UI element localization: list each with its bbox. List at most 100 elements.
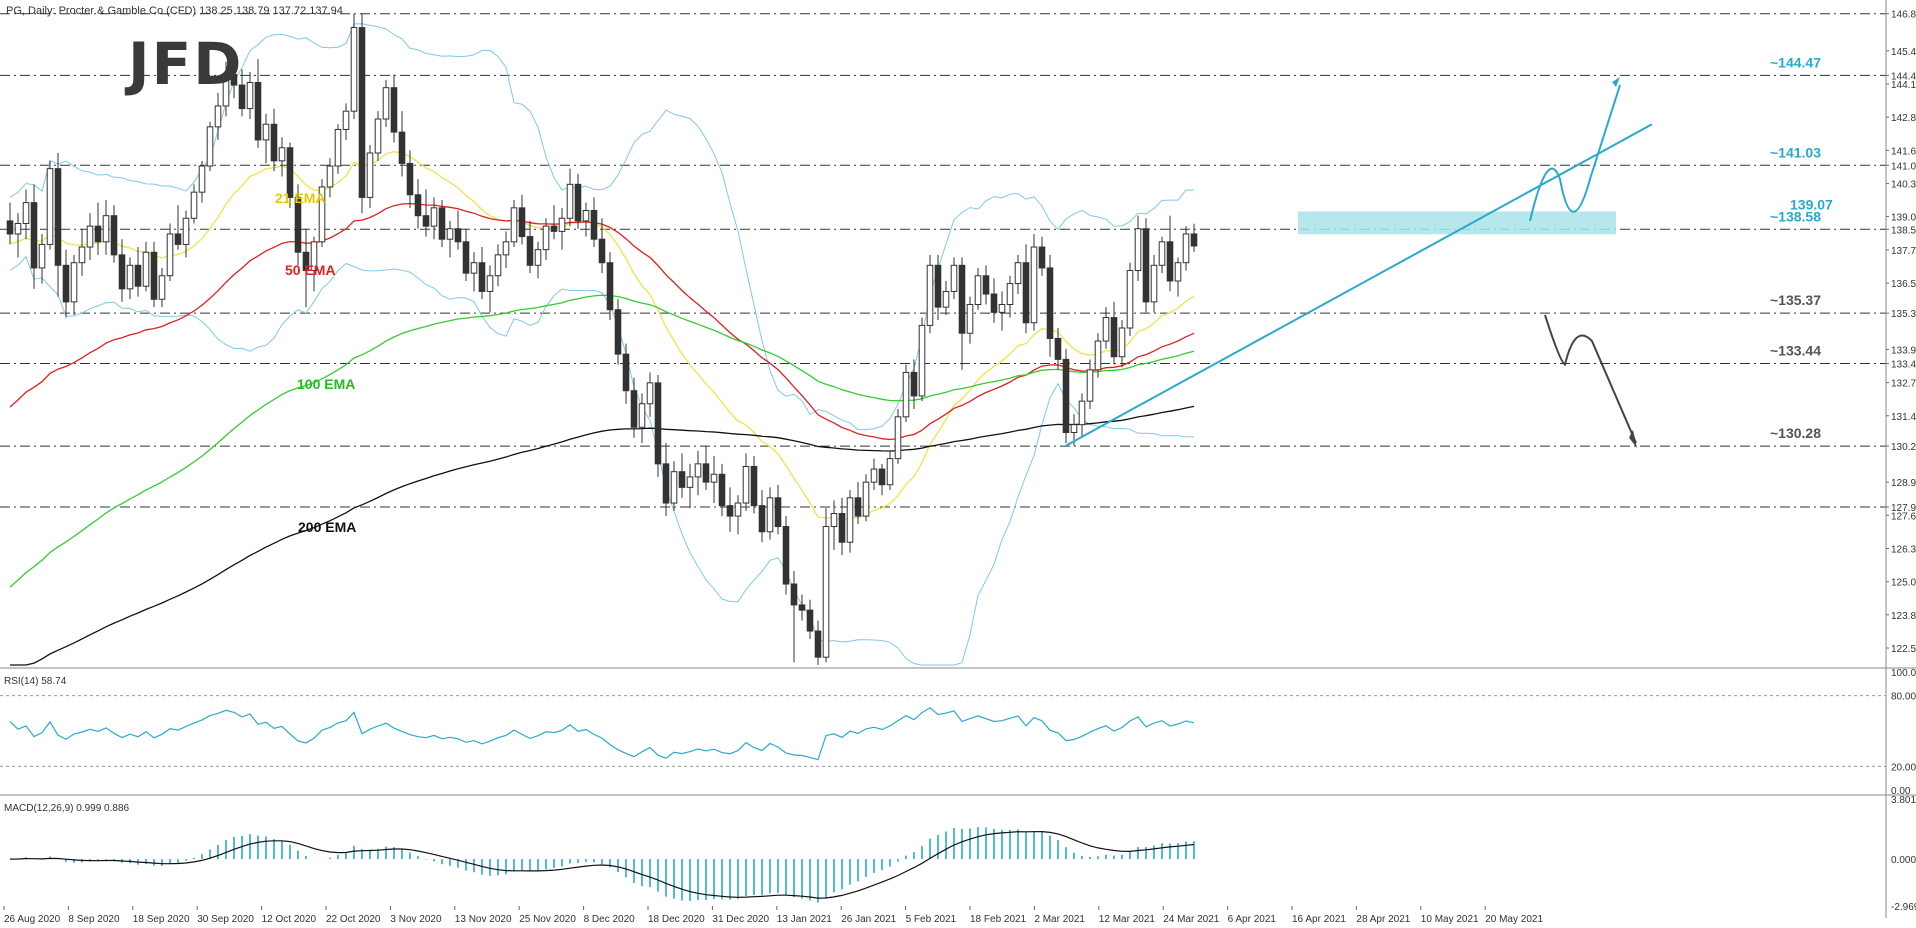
date-label: 20 May 2021 xyxy=(1485,914,1543,925)
date-label: 8 Dec 2020 xyxy=(584,914,636,925)
candle-body xyxy=(182,217,190,245)
rsi-panel: RSI(14) 58.74 100.00 80.00 20.00 0.00 xyxy=(0,668,1916,797)
candle-body xyxy=(174,233,182,245)
candle-body xyxy=(510,207,518,243)
candle-body xyxy=(22,202,30,225)
candle-body xyxy=(358,27,366,198)
price-tick-label: 135.37 xyxy=(1891,309,1916,320)
candle-body xyxy=(822,526,830,658)
uptrend-line xyxy=(1065,123,1653,447)
chart-header: PG, Daily: Procter & Gamble Co (CFD) 138… xyxy=(6,5,343,17)
candle-body xyxy=(958,264,966,334)
price-tick-label: 144.47 xyxy=(1891,71,1916,82)
date-label: 13 Nov 2020 xyxy=(455,914,512,925)
candle-body xyxy=(622,353,630,392)
candle-body xyxy=(1046,267,1054,339)
candle-body xyxy=(246,81,254,110)
rsi-tick-label: 20.00 xyxy=(1891,762,1916,773)
price-tick-label: 138.58 xyxy=(1891,225,1916,236)
ema-label: 21 EMA xyxy=(275,190,326,206)
candle-body xyxy=(1006,283,1014,305)
date-label: 12 Oct 2020 xyxy=(262,914,317,925)
candle-body xyxy=(342,110,350,130)
candle-body xyxy=(494,254,502,277)
candle-body xyxy=(126,264,134,290)
candle-body xyxy=(862,481,870,517)
candle-body xyxy=(566,183,574,219)
candle-body xyxy=(430,207,438,227)
date-label: 16 Apr 2021 xyxy=(1292,914,1346,925)
candle-body xyxy=(398,131,406,164)
candle-body xyxy=(470,262,478,274)
candle-body xyxy=(302,251,310,272)
candle-body xyxy=(582,209,590,222)
ema-21-line xyxy=(9,151,1195,521)
candle-body xyxy=(454,228,462,243)
candle-body xyxy=(982,275,990,295)
candle-body xyxy=(990,293,998,313)
candle-body xyxy=(1158,241,1166,266)
candle-body xyxy=(1086,369,1094,402)
candle-body xyxy=(374,118,382,154)
candle-body xyxy=(638,403,646,428)
candle-body xyxy=(214,105,222,128)
price-tick-label: 133.44 xyxy=(1891,360,1916,371)
candle-body xyxy=(1038,246,1046,269)
price-tick-label: 125.09 xyxy=(1891,578,1916,589)
candle-body xyxy=(1190,233,1198,247)
candle-body xyxy=(94,225,102,243)
candle-body xyxy=(926,264,934,326)
candle-body xyxy=(694,463,702,478)
candle-body xyxy=(902,371,910,418)
macd-tick-label: 0.000 xyxy=(1891,855,1916,866)
candle-body xyxy=(102,215,110,243)
candle-body xyxy=(1054,337,1062,360)
candle-body xyxy=(766,497,774,533)
price-tick-label: 144.14 xyxy=(1891,80,1916,91)
price-tick-label: 122.55 xyxy=(1891,644,1916,655)
candle-body xyxy=(734,502,742,517)
date-label: 10 May 2021 xyxy=(1421,914,1479,925)
candle-body xyxy=(46,168,54,245)
candle-body xyxy=(70,262,78,303)
candle-body xyxy=(646,382,654,405)
candle-body xyxy=(318,186,326,243)
candle-body xyxy=(478,262,486,292)
price-tick-label: 127.95 xyxy=(1891,503,1916,514)
candle-body xyxy=(1094,340,1102,371)
bollinger-bands xyxy=(9,23,1195,666)
price-tick-label: 133.98 xyxy=(1891,345,1916,356)
candle-body xyxy=(294,196,302,253)
candle-body xyxy=(782,526,790,585)
candle-body xyxy=(998,303,1006,313)
candle-body xyxy=(662,463,670,504)
candle-body xyxy=(1134,228,1142,272)
ema-200-line xyxy=(10,405,1195,666)
candle-body xyxy=(166,233,174,277)
candle-body xyxy=(1118,327,1126,358)
macd-panel: MACD(12,26,9) 0.999 0.886 3.801 0.000 -2.96… xyxy=(4,795,1916,913)
level-label: ~130.28 xyxy=(1770,425,1821,441)
candle-body xyxy=(366,152,374,198)
zone-label: 139.07 xyxy=(1790,196,1833,212)
price-tick-label: 141.60 xyxy=(1891,146,1916,157)
date-label: 5 Feb 2021 xyxy=(906,914,957,925)
candle-body xyxy=(790,583,798,606)
candle-body xyxy=(254,81,262,141)
candle-body xyxy=(1070,424,1078,434)
date-label: 24 Mar 2021 xyxy=(1163,914,1220,925)
macd-title: MACD(12,26,9) 0.999 0.886 xyxy=(4,803,130,814)
candle-body xyxy=(630,390,638,428)
jfd-logo: JFD xyxy=(128,30,244,98)
candle-body xyxy=(614,309,622,355)
rsi-tick-label: 80.00 xyxy=(1891,692,1916,703)
ema-label: 100 EMA xyxy=(297,376,355,392)
price-tick-label: 127.63 xyxy=(1891,511,1916,522)
candle-body xyxy=(110,215,118,256)
rsi-title: RSI(14) 58.74 xyxy=(4,676,67,687)
date-label: 25 Nov 2020 xyxy=(519,914,576,925)
rsi-tick-label: 0.00 xyxy=(1891,786,1911,797)
candle-body xyxy=(774,497,782,528)
candle-body xyxy=(14,223,22,235)
candle-body xyxy=(830,512,838,528)
